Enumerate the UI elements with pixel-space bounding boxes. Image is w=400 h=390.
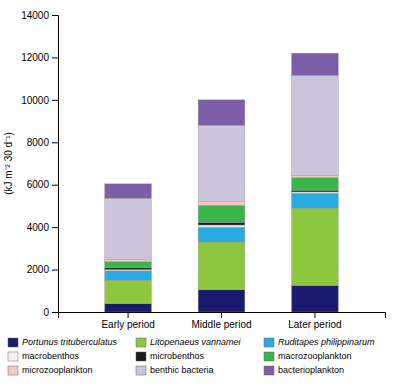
legend-swatch [136, 352, 146, 361]
x-tick-label: Early period [101, 319, 154, 330]
y-tick-label: 6000 [27, 179, 50, 190]
y-axis: 0 2000 4000 6000 8000 10000 12000 14000 [21, 10, 58, 318]
legend-label: microbenthos [150, 351, 205, 361]
legend-swatch [136, 366, 146, 375]
bar [198, 227, 245, 242]
y-tick-label: 8000 [27, 137, 50, 148]
legend-item: Portunus trituberculatus [8, 337, 118, 347]
y-tick-mark [52, 15, 58, 16]
bar [198, 100, 245, 125]
legend: Portunus trituberculatus Litopenaeus vann… [8, 337, 375, 375]
bar [105, 271, 152, 281]
x-tick-mark [128, 312, 129, 318]
x-tick: Middle period [191, 312, 251, 330]
x-tick-mark [221, 312, 222, 318]
legend-swatch [264, 352, 274, 361]
legend-item: microbenthos [136, 351, 205, 361]
y-tick-mark [52, 100, 58, 101]
legend-item: Litopenaeus vannamei [136, 337, 242, 347]
legend-label: microzooplankton [22, 365, 93, 375]
y-tick-mark [52, 227, 58, 228]
y-tick-mark [52, 270, 58, 271]
legend-swatch [264, 366, 274, 375]
y-tick-label: 2000 [27, 264, 50, 275]
y-tick: 14000 [21, 10, 58, 21]
legend-swatch [8, 338, 18, 347]
y-tick: 4000 [27, 222, 58, 233]
y-tick: 6000 [27, 179, 58, 190]
x-axis: Early period Middle period Later period [59, 312, 386, 330]
legend-label: Litopenaeus vannamei [150, 337, 242, 347]
bar [105, 304, 152, 312]
legend-item: microzooplankton [8, 365, 93, 375]
x-tick: Later period [288, 312, 341, 330]
bar [292, 193, 339, 208]
bar [198, 242, 245, 290]
bar-series [105, 75, 339, 259]
x-tick-label: Later period [288, 319, 341, 330]
y-tick-mark [52, 312, 58, 313]
legend-label: Portunus trituberculatus [22, 337, 118, 347]
y-tick: 8000 [27, 137, 58, 148]
legend-item: benthic bacteria [136, 365, 214, 375]
bar [198, 125, 245, 201]
legend-label: macrobenthos [22, 351, 80, 361]
y-tick: 12000 [21, 52, 58, 63]
y-tick-label: 4000 [27, 222, 50, 233]
chart: 0 2000 4000 6000 8000 10000 12000 14000 Early pe… [0, 0, 400, 390]
y-tick: 0 [43, 307, 58, 318]
y-tick-label: 10000 [21, 95, 49, 106]
x-tick-label: Middle period [191, 319, 251, 330]
legend-label: Ruditapes philippinarum [278, 337, 375, 347]
bar-series [105, 190, 339, 269]
bar-series [105, 53, 339, 198]
bar [198, 225, 245, 227]
bar [292, 53, 339, 75]
bar [292, 190, 339, 192]
bar [105, 262, 152, 268]
y-tick-mark [52, 142, 58, 143]
bar [292, 178, 339, 191]
bar [105, 268, 152, 270]
bar [198, 205, 245, 222]
legend-swatch [264, 338, 274, 347]
plot: 0 2000 4000 6000 8000 10000 12000 14000 Early pe… [3, 10, 386, 330]
bar [105, 280, 152, 303]
bars [105, 53, 339, 312]
legend-item: bacterioplankton [264, 365, 344, 375]
x-tick-mark [314, 312, 315, 318]
y-axis-title: (kJ m⁻² 30 d⁻¹) [3, 132, 14, 195]
legend-item: macrobenthos [8, 351, 80, 361]
legend-label: bacterioplankton [278, 365, 344, 375]
bar [292, 208, 339, 285]
legend-label: macrozooplankton [278, 351, 352, 361]
bar [105, 260, 152, 262]
bar [292, 285, 339, 312]
bar [292, 175, 339, 177]
y-tick-label: 12000 [21, 52, 49, 63]
bar-series [105, 193, 339, 280]
legend-item: Ruditapes philippinarum [264, 337, 375, 347]
y-tick-label: 14000 [21, 10, 49, 21]
y-tick-mark [52, 57, 58, 58]
x-tick: Early period [101, 312, 154, 330]
bar [292, 75, 339, 175]
bar [105, 184, 152, 198]
y-axis-line [52, 16, 59, 313]
y-tick-label: 0 [43, 307, 49, 318]
legend-label: benthic bacteria [150, 365, 214, 375]
y-tick: 2000 [27, 264, 58, 275]
bar [198, 202, 245, 206]
legend-swatch [8, 352, 18, 361]
legend-item: macrozooplankton [264, 351, 352, 361]
legend-swatch [8, 366, 18, 375]
y-tick: 10000 [21, 95, 58, 106]
bar [198, 222, 245, 225]
bar [105, 198, 152, 260]
bar [198, 290, 245, 312]
x-axis-line [59, 313, 386, 319]
legend-swatch [136, 338, 146, 347]
y-tick-mark [52, 185, 58, 186]
bar-series [105, 192, 339, 271]
